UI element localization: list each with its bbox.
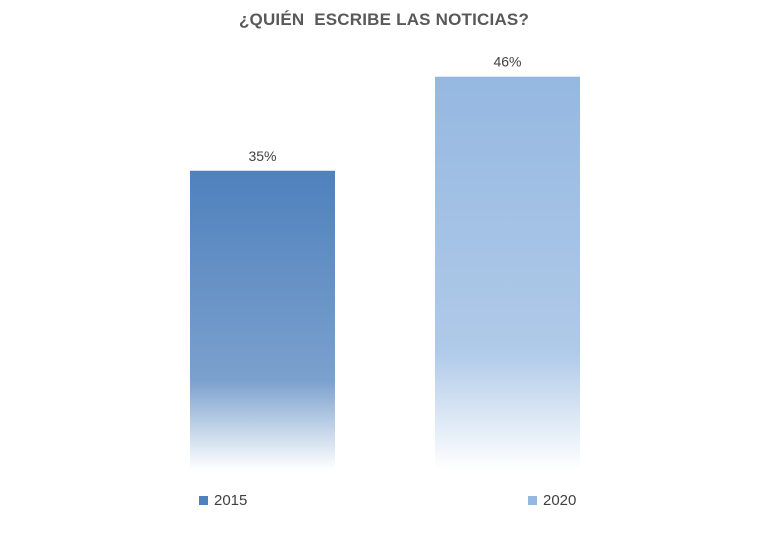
data-label-2020: 46%	[493, 54, 521, 70]
legend-item-2015: 2015	[199, 492, 247, 509]
legend-item-2020: 2020	[528, 492, 576, 509]
legend-label-2015: 2015	[214, 492, 248, 509]
data-label-2015: 35%	[248, 148, 276, 164]
bar-2015	[190, 170, 335, 470]
legend-swatch-2020	[528, 496, 537, 505]
bar-2020	[435, 76, 580, 470]
chart-title: ¿QUIÉN ESCRIBE LAS NOTICIAS?	[238, 10, 530, 29]
legend-swatch-2015	[199, 496, 208, 505]
legend-label-2020: 2020	[543, 492, 577, 509]
